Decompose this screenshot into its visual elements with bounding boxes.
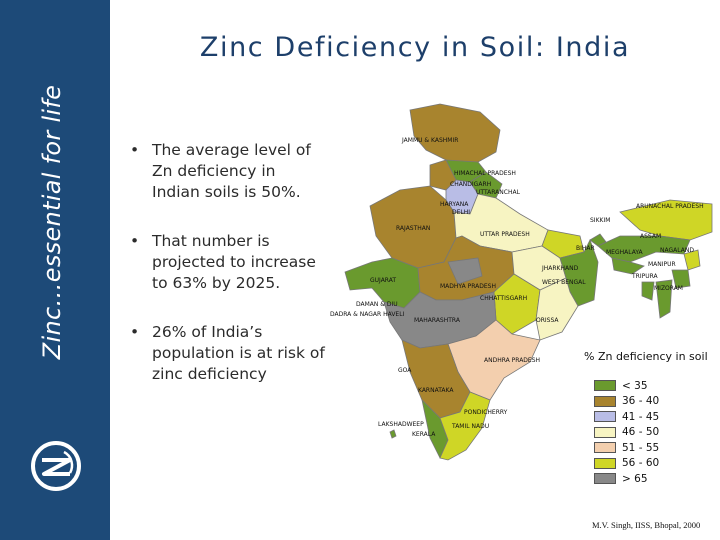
legend-label: 36 - 40 bbox=[622, 395, 660, 408]
map-label-kl: KERALA bbox=[412, 431, 436, 438]
legend-label: > 65 bbox=[622, 472, 648, 485]
map-label-mp: MADHYA PRADESH bbox=[440, 283, 496, 290]
sidebar-tagline: Zinc…essential for life bbox=[38, 84, 66, 360]
map-label-hr: HARYANA bbox=[440, 201, 469, 208]
legend-swatch bbox=[594, 426, 616, 438]
map-label-wb: WEST BENGAL bbox=[542, 279, 586, 286]
map-region-tn bbox=[439, 391, 491, 461]
map-label-chd: CHANDIGARH bbox=[450, 181, 491, 188]
bullet-list: The average level of Zn deficiency in In… bbox=[128, 140, 328, 413]
map-label-tn: TAMIL NADU bbox=[451, 423, 489, 430]
legend: < 35 36 - 40 41 - 45 46 - 50 51 - 55 56 … bbox=[594, 378, 659, 487]
legend-item: 46 - 50 bbox=[594, 425, 659, 441]
bullet-item: That number is projected to increase to … bbox=[128, 231, 328, 294]
map-label-ga: GOA bbox=[398, 367, 412, 374]
map-label-mz: MIZORAM bbox=[654, 285, 683, 292]
map-label-ml: MEGHALAYA bbox=[606, 249, 644, 256]
map-label-uk: UTTARANCHAL bbox=[476, 189, 521, 196]
legend-label: 41 - 45 bbox=[622, 410, 660, 423]
map-label-dd: DAMAN & DIU bbox=[356, 301, 398, 308]
legend-item: < 35 bbox=[594, 378, 659, 394]
legend-label: 51 - 55 bbox=[622, 441, 660, 454]
map-label-rj: RAJASTHAN bbox=[396, 225, 430, 232]
map-label-up: UTTAR PRADESH bbox=[480, 231, 530, 238]
legend-item: > 65 bbox=[594, 471, 659, 487]
map-label-gj: GUJARAT bbox=[370, 277, 396, 284]
legend-item: 41 - 45 bbox=[594, 409, 659, 425]
bullet-item: The average level of Zn deficiency in In… bbox=[128, 140, 328, 203]
legend-item: 36 - 40 bbox=[594, 394, 659, 410]
india-map: JAMMU & KASHMIR HIMACHAL PRADESH CHANDIG… bbox=[330, 103, 713, 461]
zinc-logo-icon bbox=[31, 441, 81, 491]
map-label-cg: CHHATTISGARH bbox=[480, 295, 527, 302]
map-region-ld bbox=[389, 429, 397, 439]
map-region-or bbox=[535, 277, 579, 341]
map-region-jk bbox=[409, 103, 501, 169]
map-label-jk: JAMMU & KASHMIR bbox=[401, 137, 458, 144]
legend-label: < 35 bbox=[622, 379, 648, 392]
legend-swatch bbox=[594, 380, 616, 392]
map-region-nl bbox=[683, 249, 701, 271]
map-label-nl: NAGALAND bbox=[660, 247, 694, 254]
bullet-item: 26% of India’s population is at risk of … bbox=[128, 322, 328, 385]
map-region-ar bbox=[619, 199, 713, 241]
map-region-mz bbox=[655, 279, 673, 319]
map-label-or: ORISSA bbox=[536, 317, 559, 324]
sidebar: Zinc…essential for life bbox=[0, 0, 110, 540]
map-label-ar: ARUNACHAL PRADESH bbox=[636, 203, 704, 210]
map-label-py: PONDICHERRY bbox=[464, 409, 508, 416]
legend-swatch bbox=[594, 473, 616, 485]
map-label-dnh: DADRA & NAGAR HAVELI bbox=[330, 311, 405, 318]
map-label-ld: LAKSHADWEEP bbox=[378, 421, 424, 428]
map-label-mh: MAHARASHTRA bbox=[414, 317, 461, 324]
legend-label: 46 - 50 bbox=[622, 426, 660, 439]
legend-title: % Zn deficiency in soil bbox=[584, 350, 708, 363]
map-label-jh: JHARKHAND bbox=[541, 265, 579, 272]
source-citation: M.V. Singh, IISS, Bhopal, 2000 bbox=[592, 520, 701, 530]
map-region-tr bbox=[641, 281, 655, 301]
map-label-br: BIHAR bbox=[576, 245, 595, 252]
map-label-dl: DELHI bbox=[452, 209, 470, 216]
legend-swatch bbox=[594, 395, 616, 407]
legend-swatch bbox=[594, 442, 616, 454]
map-label-ap: ANDHRA PRADESH bbox=[484, 357, 540, 364]
legend-label: 56 - 60 bbox=[622, 457, 660, 470]
map-label-sk: SIKKIM bbox=[590, 217, 610, 224]
slide-title: Zinc Deficiency in Soil: India bbox=[199, 32, 631, 63]
map-label-mn: MANIPUR bbox=[648, 261, 676, 268]
map-region-mp-patch bbox=[447, 257, 483, 285]
legend-item: 51 - 55 bbox=[594, 440, 659, 456]
map-region-mn bbox=[671, 269, 691, 289]
legend-swatch bbox=[594, 411, 616, 423]
map-label-tr: TRIPURA bbox=[631, 273, 659, 280]
map-label-ka: KARNATAKA bbox=[418, 387, 454, 394]
map-region-ml bbox=[611, 257, 645, 275]
map-label-hp: HIMACHAL PRADESH bbox=[454, 170, 516, 177]
map-label-as: ASSAM bbox=[640, 233, 661, 240]
legend-item: 56 - 60 bbox=[594, 456, 659, 472]
legend-swatch bbox=[594, 457, 616, 469]
